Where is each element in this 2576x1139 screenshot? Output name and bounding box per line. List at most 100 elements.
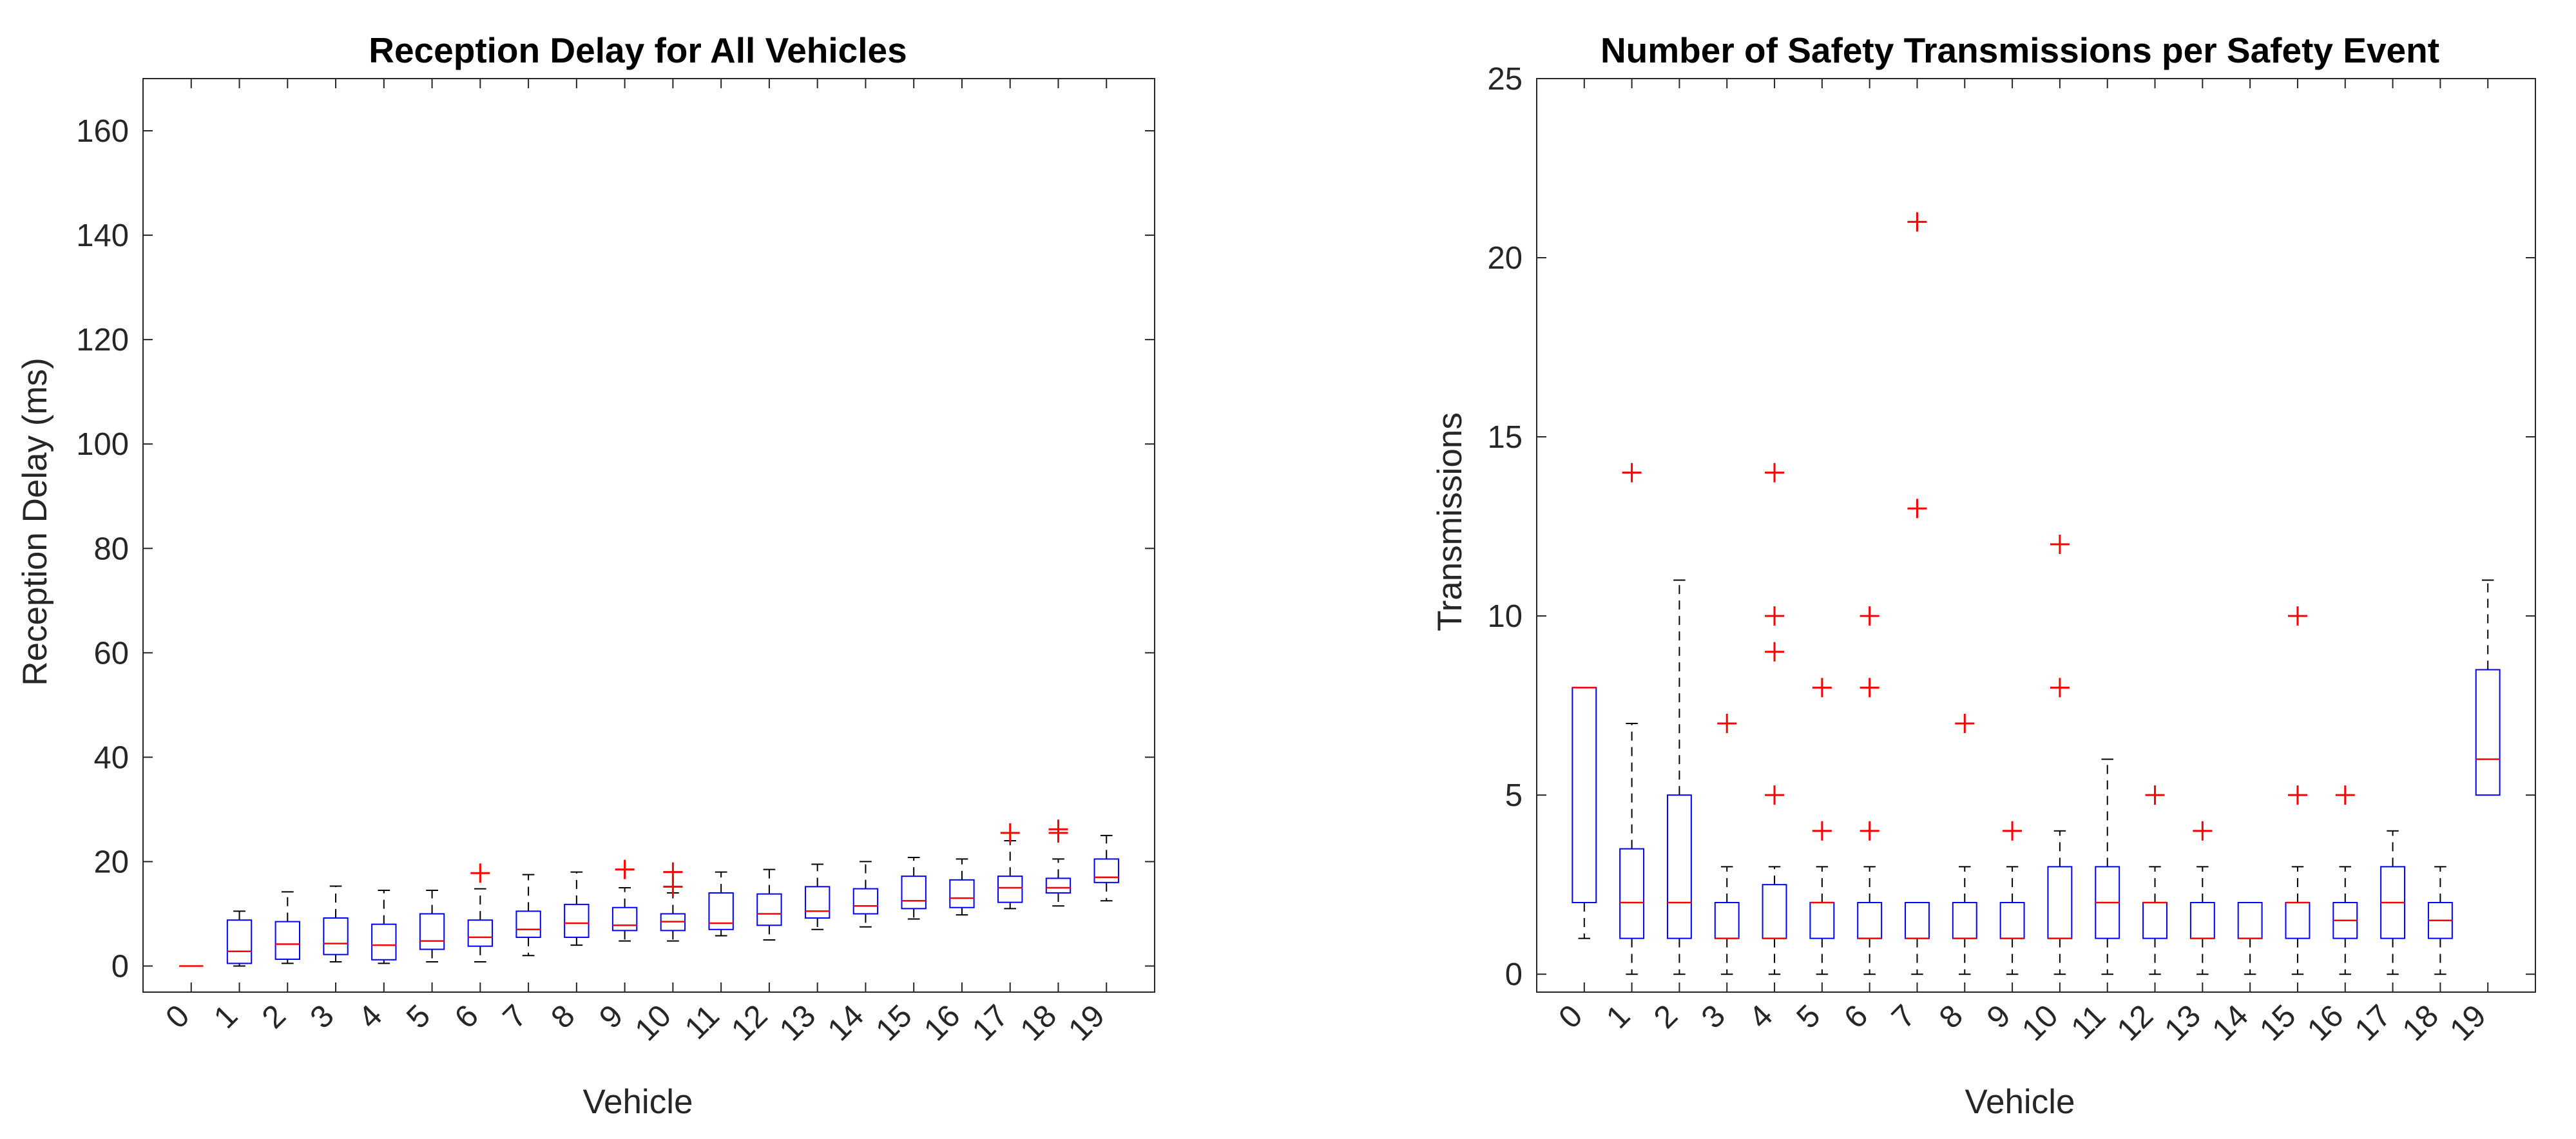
box-vehicle-8 [564,871,590,946]
outlier-marker [615,859,635,879]
outlier-marker [2287,785,2307,805]
box-vehicle-3 [323,885,349,963]
x-tick-label: 1 [1600,999,1637,1035]
box-vehicle-4 [1762,463,1787,975]
box-vehicle-5 [419,889,445,963]
box-vehicle-14 [852,861,879,928]
x-tick-label: 4 [352,999,389,1035]
box-vehicle-18 [2427,866,2453,975]
box-iqr [2047,866,2073,939]
y-axis-label: Transmissions [1431,412,1469,631]
box-vehicle-19 [2475,579,2501,796]
x-tick-label: 7 [496,999,533,1035]
box-iqr [852,888,879,915]
box-iqr [2189,901,2215,939]
box-iqr [2142,901,2167,939]
box-vehicle-11 [2095,758,2120,975]
plot-frame [1536,78,2536,993]
outlier-marker [2193,821,2213,841]
x-tick-label: 7 [1885,999,1922,1035]
box-vehicle-10 [660,862,686,942]
box-iqr [1666,794,1692,939]
box-iqr [515,910,541,938]
box-iqr [1093,858,1119,883]
x-tick-label: 6 [1838,999,1874,1035]
x-tick-label: 17 [966,999,1015,1048]
box-vehicle-12 [2142,785,2167,975]
box-iqr [2237,901,2263,939]
outlier-marker [1622,463,1642,483]
y-axis-label: Reception Delay (ms) [16,358,54,686]
box-iqr [274,921,300,960]
outlier-marker [663,862,683,882]
x-tick-label: 15 [2253,999,2303,1048]
outlier-marker [2050,678,2070,698]
y-tick-label: 5 [1505,778,1523,813]
x-tick-label: 12 [725,999,774,1048]
box-iqr [226,919,253,964]
box-iqr [1619,848,1645,939]
box-iqr [467,919,494,947]
x-tick-label: 15 [869,999,919,1048]
x-axis-label: Vehicle [1965,1083,2075,1121]
box-vehicle-3 [1714,713,1740,975]
box-vehicle-0 [1572,687,1597,939]
box-vehicle-6 [467,863,494,963]
box-vehicle-7 [515,874,541,957]
box-vehicle-9 [1999,821,2025,975]
x-tick-label: 18 [1014,999,1064,1048]
y-tick-label: 160 [76,114,129,149]
box-vehicle-4 [371,889,397,964]
box-vehicle-5 [1809,678,1835,975]
x-tick-label: 2 [256,999,293,1035]
outlier-marker [1765,642,1785,662]
box-vehicle-16 [2332,785,2358,975]
y-tick-label: 120 [76,323,129,358]
x-tick-label: 4 [1742,999,1779,1035]
outlier-marker [2335,785,2355,805]
x-tick-label: 12 [2111,999,2160,1048]
x-tick-label: 0 [159,999,196,1035]
x-tick-label: 10 [628,999,678,1048]
y-tick-label: 140 [76,218,129,253]
box-iqr [949,879,975,908]
x-tick-label: 8 [544,999,581,1035]
box-vehicle-2 [1666,579,1692,975]
box-vehicle-7 [1905,212,1930,975]
outlier-marker [470,863,490,883]
x-tick-label: 16 [2301,999,2350,1048]
x-tick-label: 8 [1933,999,1970,1035]
box-vehicle-1 [1619,463,1645,975]
outlier-marker [2050,534,2070,554]
box-vehicle-1 [226,910,253,967]
x-tick-label: 13 [773,999,823,1048]
box-iqr [611,906,638,932]
outlier-marker [2287,606,2307,626]
outlier-marker [1907,499,1927,519]
outlier-marker [1765,606,1785,626]
x-tick-label: 5 [1790,999,1827,1035]
chart-title: Reception Delay for All Vehicles [369,30,907,70]
outlier-marker [1048,819,1068,839]
x-tick-label: 16 [918,999,967,1048]
outlier-marker [1812,678,1832,698]
x-tick-label: 14 [2206,999,2255,1048]
x-tick-label: 10 [2015,999,2065,1048]
x-tick-label: 17 [2349,999,2398,1048]
chart-title: Number of Safety Transmissions per Safet… [1600,30,2439,70]
box-vehicle-6 [1857,606,1883,975]
y-tick-label: 0 [111,949,129,984]
y-tick-label: 0 [1505,957,1523,992]
box-iqr [2285,901,2311,939]
outlier-marker [1000,823,1020,843]
box-vehicle-13 [804,863,831,930]
y-tick-label: 10 [1487,599,1523,634]
outlier-marker [1955,713,1975,733]
box-vehicle-19 [1093,834,1119,902]
box-vehicle-17 [2380,830,2406,975]
box-iqr [419,913,445,950]
outlier-marker [1860,606,1879,626]
box-vehicle-13 [2189,821,2215,975]
outlier-marker [1765,463,1785,483]
box-iqr [1572,687,1597,903]
